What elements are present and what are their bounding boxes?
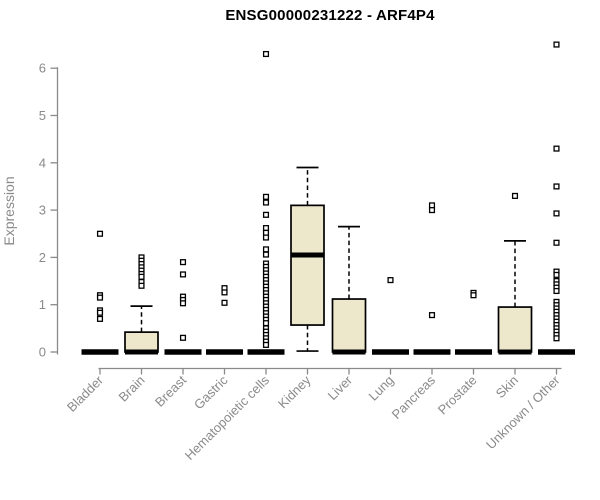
outlier-point bbox=[553, 239, 560, 246]
outlier-point bbox=[262, 320, 270, 327]
outlier-point bbox=[553, 145, 560, 152]
outlier-point bbox=[138, 273, 145, 280]
outlier-point bbox=[179, 259, 187, 266]
outlier-point bbox=[96, 294, 104, 301]
x-category-label: Kidney bbox=[275, 372, 314, 411]
outlier-point bbox=[262, 193, 270, 200]
outlier-point bbox=[96, 230, 104, 237]
outlier-point bbox=[96, 309, 104, 316]
y-tick-label: 2 bbox=[39, 250, 46, 265]
y-tick-label: 6 bbox=[39, 61, 46, 76]
outlier-point bbox=[179, 334, 187, 341]
flat-box bbox=[206, 349, 243, 355]
outlier-point bbox=[553, 335, 560, 342]
x-category-label: Brain bbox=[116, 373, 148, 405]
box bbox=[290, 204, 325, 326]
outlier-point bbox=[553, 41, 560, 48]
outlier-point bbox=[262, 211, 270, 218]
flat-box bbox=[413, 349, 451, 355]
outlier-point bbox=[553, 287, 560, 295]
outlier-point bbox=[262, 341, 270, 348]
outlier-point bbox=[262, 251, 270, 258]
x-category-label: Breast bbox=[152, 372, 189, 409]
flat-box bbox=[455, 349, 492, 355]
flat-box bbox=[81, 349, 119, 355]
outlier-point bbox=[96, 315, 104, 322]
outlier-point bbox=[428, 312, 436, 319]
y-tick-label: 3 bbox=[39, 203, 46, 218]
outlier-point bbox=[262, 50, 270, 58]
outlier-point bbox=[387, 277, 394, 284]
flat-box bbox=[538, 349, 575, 355]
flat-box bbox=[164, 349, 202, 355]
y-tick-label: 0 bbox=[39, 345, 46, 360]
outlier-point bbox=[221, 289, 228, 296]
outlier-point bbox=[470, 292, 477, 299]
flat-box bbox=[247, 349, 285, 355]
outlier-point bbox=[179, 300, 187, 307]
outlier-point bbox=[262, 234, 270, 241]
x-category-label: Unknown / Other bbox=[483, 372, 563, 452]
outlier-point bbox=[179, 271, 187, 278]
x-category-label: Skin bbox=[493, 373, 521, 401]
x-category-label: Pancreas bbox=[389, 372, 439, 422]
x-category-label: Lung bbox=[366, 373, 397, 404]
outlier-point bbox=[553, 271, 560, 278]
flat-box bbox=[372, 349, 409, 355]
y-tick-label: 4 bbox=[39, 155, 46, 170]
box bbox=[331, 298, 367, 353]
box bbox=[124, 331, 159, 353]
chart-title: ENSG00000231222 - ARF4P4 bbox=[225, 7, 435, 24]
x-category-label: Prostate bbox=[435, 373, 480, 418]
y-tick-label: 5 bbox=[39, 108, 46, 123]
y-tick-label: 1 bbox=[39, 297, 46, 312]
x-category-label: Bladder bbox=[64, 372, 107, 415]
outlier-point bbox=[262, 199, 270, 206]
outlier-point bbox=[511, 192, 519, 199]
outlier-point bbox=[553, 210, 560, 217]
y-axis-label: Expression bbox=[1, 176, 17, 245]
outlier-point bbox=[553, 183, 560, 190]
box bbox=[497, 306, 533, 353]
x-category-label: Gastric bbox=[191, 372, 231, 412]
outlier-point bbox=[262, 246, 270, 253]
x-category-label: Liver bbox=[325, 372, 356, 403]
outlier-point bbox=[428, 207, 436, 214]
outlier-point bbox=[221, 299, 228, 306]
outlier-point bbox=[138, 282, 145, 289]
outlier-point bbox=[262, 225, 270, 232]
